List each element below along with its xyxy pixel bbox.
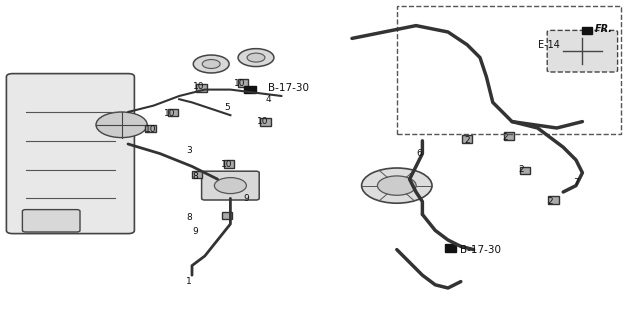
Circle shape [247, 53, 265, 62]
Polygon shape [582, 27, 592, 34]
Bar [520, 167, 530, 174]
Text: FR.: FR. [595, 24, 613, 34]
Text: 10: 10 [164, 109, 175, 118]
FancyBboxPatch shape [6, 74, 134, 234]
Bar [504, 132, 514, 140]
Text: 2: 2 [519, 165, 524, 174]
Bar [238, 79, 248, 87]
Text: 6: 6 [417, 149, 422, 158]
Text: 3: 3 [186, 146, 191, 155]
Text: 2: 2 [548, 197, 553, 206]
Bar [222, 212, 232, 219]
Text: 8: 8 [186, 213, 191, 222]
Circle shape [96, 112, 147, 138]
FancyBboxPatch shape [22, 210, 80, 232]
Text: B-17-30: B-17-30 [268, 83, 308, 93]
FancyBboxPatch shape [547, 30, 618, 72]
FancyBboxPatch shape [202, 171, 259, 200]
Text: 9: 9 [244, 194, 249, 203]
Polygon shape [445, 244, 456, 252]
Text: 9: 9 [193, 228, 198, 236]
Bar [168, 109, 178, 116]
Text: 2: 2 [503, 133, 508, 142]
Text: 10: 10 [193, 82, 204, 91]
Text: 1: 1 [186, 277, 191, 286]
Text: 8: 8 [193, 172, 198, 180]
Bar [192, 171, 202, 178]
Circle shape [193, 55, 229, 73]
Circle shape [214, 178, 246, 194]
Circle shape [238, 49, 274, 67]
Polygon shape [244, 86, 256, 93]
Bar [462, 135, 472, 143]
Text: E-14: E-14 [538, 40, 559, 50]
Bar [260, 118, 271, 126]
Circle shape [378, 176, 416, 195]
Text: 10: 10 [221, 160, 233, 169]
Text: 5: 5 [225, 103, 230, 112]
Text: 7: 7 [573, 178, 579, 187]
Circle shape [202, 60, 220, 68]
Bar [145, 125, 156, 132]
Circle shape [362, 168, 432, 203]
Text: B-17-30: B-17-30 [460, 245, 500, 255]
Text: 10: 10 [234, 79, 246, 88]
Bar [224, 160, 234, 168]
Text: 10: 10 [257, 117, 268, 126]
Text: 10: 10 [145, 125, 156, 134]
Bar [196, 84, 207, 92]
Bar [548, 196, 559, 204]
Text: 2: 2 [465, 136, 470, 145]
Text: 4: 4 [266, 95, 271, 104]
